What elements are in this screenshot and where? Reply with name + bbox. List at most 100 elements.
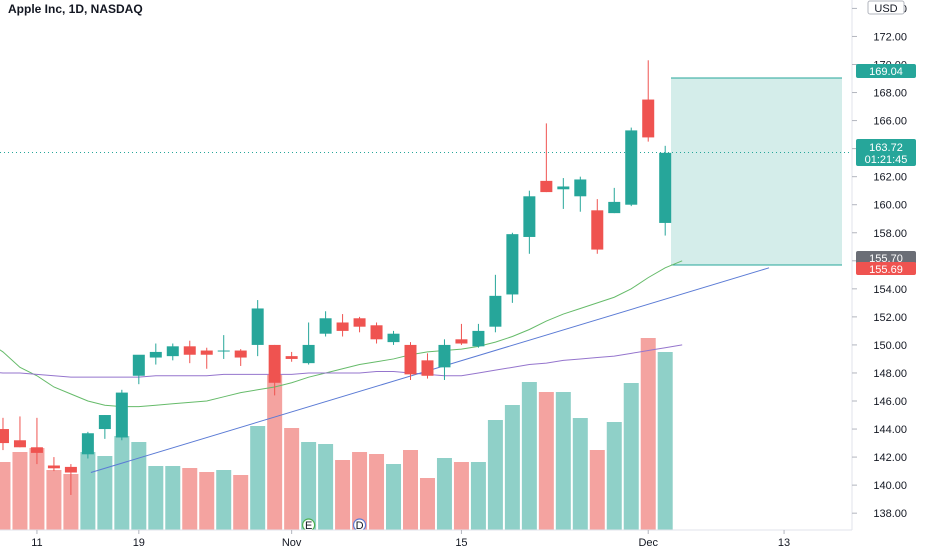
event-marker-label: D — [356, 520, 364, 532]
volume-bar — [538, 392, 554, 530]
candle-body — [234, 350, 247, 358]
candle-body — [166, 346, 179, 357]
volume-bar — [470, 462, 486, 530]
candle-body — [183, 346, 196, 355]
volume-bar — [80, 452, 96, 530]
candle-body — [387, 333, 400, 343]
chart-title: Apple Inc, 1D, NASDAQ — [8, 2, 143, 16]
y-tick-label: 140.00 — [873, 480, 907, 492]
volume-bar — [114, 436, 130, 530]
candle-body — [404, 344, 417, 375]
volume-bar — [165, 466, 181, 530]
volume-bar — [131, 442, 147, 530]
svg-text:169.04: 169.04 — [869, 66, 903, 78]
volume-bar — [0, 462, 11, 530]
volume-bar — [504, 405, 520, 530]
volume-bar — [386, 464, 402, 530]
volume-bar — [63, 474, 79, 530]
candle-body — [506, 234, 519, 295]
candle-body — [523, 196, 536, 237]
current-price-badge: 163.72 01:21:45 — [856, 139, 916, 166]
y-tick-label: 162.00 — [873, 172, 907, 184]
candle-body — [149, 351, 162, 358]
x-tick-label: 11 — [31, 537, 42, 549]
time-axis-ticks: 11 19 Nov 15 Dec 13 — [31, 530, 790, 549]
y-tick-label: 172.00 — [873, 31, 907, 43]
volume-bar — [12, 452, 28, 530]
volume-bar — [555, 392, 571, 530]
volume-bar — [29, 448, 45, 530]
svg-text:155.69: 155.69 — [869, 264, 903, 276]
y-tick-label: 146.00 — [873, 396, 907, 408]
x-tick-label: 19 — [133, 537, 145, 549]
candle-body — [421, 360, 434, 376]
volume-bar — [657, 352, 673, 530]
x-tick-label: Dec — [638, 537, 658, 549]
volume-bar — [436, 458, 452, 530]
svg-text:163.72: 163.72 — [869, 142, 903, 154]
volume-bar — [199, 472, 215, 530]
volume-bar — [369, 454, 385, 530]
candle-body — [13, 440, 26, 448]
volume-bar — [216, 470, 232, 530]
candle-body — [557, 186, 570, 190]
volume-bar — [572, 418, 588, 530]
volume-bar — [623, 383, 639, 530]
volume-bar — [589, 450, 605, 530]
x-tick-label: Nov — [282, 537, 302, 549]
candle-body — [659, 152, 672, 223]
y-tick-label: 166.00 — [873, 116, 907, 128]
candle-body — [472, 330, 485, 347]
target-zone[interactable] — [671, 77, 842, 266]
volume-bar — [148, 466, 164, 530]
candle-body — [455, 339, 468, 344]
y-tick-label: 148.00 — [873, 368, 907, 380]
y-tick-label: 142.00 — [873, 452, 907, 464]
candle-body — [540, 180, 553, 193]
volume-bar — [233, 475, 249, 530]
y-tick-label: 154.00 — [873, 284, 907, 296]
candle-body — [608, 201, 621, 214]
y-tick-label: 168.00 — [873, 88, 907, 100]
volume-bar — [318, 444, 334, 530]
candle-body — [47, 465, 60, 469]
candle-body — [591, 210, 604, 250]
volume-bar — [46, 470, 62, 530]
target-zone-rect — [671, 77, 842, 265]
volume-bar — [606, 422, 622, 530]
candle-body — [336, 322, 349, 331]
candle-body — [574, 179, 587, 197]
volume-bar — [335, 460, 351, 530]
candle-body — [353, 318, 366, 327]
y-tick-label: 152.00 — [873, 312, 907, 324]
volume-bar — [419, 478, 435, 530]
time-axis-panel[interactable] — [0, 530, 932, 550]
moving-averages — [0, 260, 683, 408]
candle-body — [64, 466, 77, 473]
y-tick-label: 144.00 — [873, 424, 907, 436]
candle-body — [251, 308, 264, 345]
candle-body — [302, 344, 315, 364]
candle-body — [319, 318, 332, 334]
candle-body — [217, 350, 230, 352]
candle-body — [132, 354, 145, 376]
volume-bar — [403, 450, 418, 530]
currency-label: USD — [874, 3, 897, 15]
candle-body — [0, 429, 9, 444]
volume-bar — [453, 462, 469, 530]
y-tick-label: 160.00 — [873, 200, 907, 212]
volume-bar — [640, 338, 656, 530]
currency-box[interactable] — [867, 0, 905, 15]
candle-body — [200, 350, 213, 355]
volume-bar — [284, 428, 300, 530]
candle-body — [370, 325, 383, 340]
event-marker-label: E — [305, 520, 312, 532]
candle-body — [98, 415, 111, 430]
candle-body — [115, 392, 128, 438]
x-tick-label: 13 — [778, 537, 790, 549]
candle-body — [268, 344, 281, 383]
y-tick-label: 138.00 — [873, 508, 907, 520]
volume-bar — [250, 426, 266, 530]
volume-bar — [487, 420, 503, 530]
